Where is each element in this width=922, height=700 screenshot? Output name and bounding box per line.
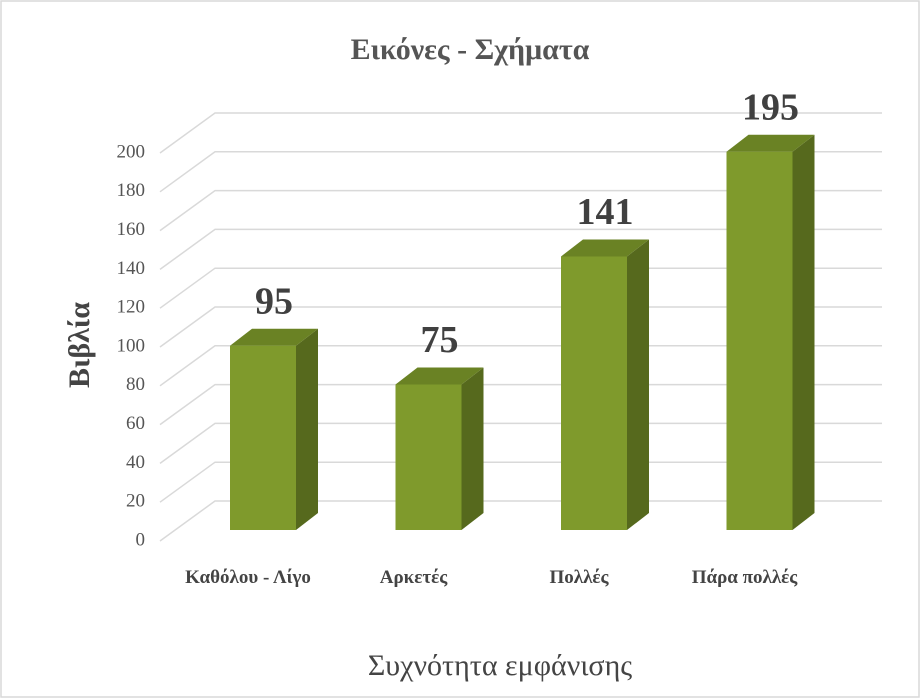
bar-top xyxy=(230,328,318,346)
grid-line xyxy=(159,500,882,542)
grid-line xyxy=(159,306,882,348)
bar-top xyxy=(395,367,484,385)
grid-line xyxy=(159,112,882,154)
bar-side xyxy=(627,239,649,530)
y-tick-label: 0 xyxy=(136,529,146,550)
y-tick-label: 160 xyxy=(117,219,146,240)
y-tick-label: 40 xyxy=(126,452,145,473)
bar xyxy=(230,345,296,530)
data-label: 195 xyxy=(742,86,799,128)
bar-top xyxy=(561,239,649,257)
grid-line xyxy=(159,228,882,271)
y-tick-label: 20 xyxy=(126,491,145,512)
bar xyxy=(561,256,627,530)
grid-line xyxy=(159,461,882,503)
x-tick-label: Πάρα πολλές xyxy=(691,567,798,588)
grid-line xyxy=(159,345,882,387)
grid-line xyxy=(159,422,882,465)
grid-line xyxy=(159,383,882,426)
grid-line xyxy=(159,189,882,232)
bar-top xyxy=(726,134,815,152)
y-axis-title: Βιβλία xyxy=(63,302,96,388)
bar-side xyxy=(792,134,815,530)
x-tick-label: Αρκετές xyxy=(379,567,448,588)
data-label: 141 xyxy=(577,191,634,233)
bar-side xyxy=(461,367,484,530)
bar xyxy=(395,384,462,530)
y-tick-label: 140 xyxy=(117,258,146,279)
bar xyxy=(726,151,793,530)
chart-title: Εικόνες - Σχήματα xyxy=(351,33,590,66)
y-tick-label: 200 xyxy=(117,141,146,162)
y-tick-label: 100 xyxy=(117,335,146,356)
x-axis-title: Συχνότητα εμφάνισης xyxy=(368,649,632,682)
y-tick-label: 80 xyxy=(126,374,145,395)
bar-side xyxy=(296,328,318,530)
grid-line xyxy=(159,267,882,309)
data-label: 75 xyxy=(421,319,459,361)
x-tick-label: Πολλές xyxy=(549,567,609,588)
x-tick-label: Καθόλου - Λίγο xyxy=(185,567,311,588)
grid-line xyxy=(159,151,882,193)
y-tick-label: 180 xyxy=(117,180,146,201)
data-label: 95 xyxy=(255,280,293,322)
y-tick-label: 120 xyxy=(117,297,146,318)
y-tick-label: 60 xyxy=(126,413,145,434)
